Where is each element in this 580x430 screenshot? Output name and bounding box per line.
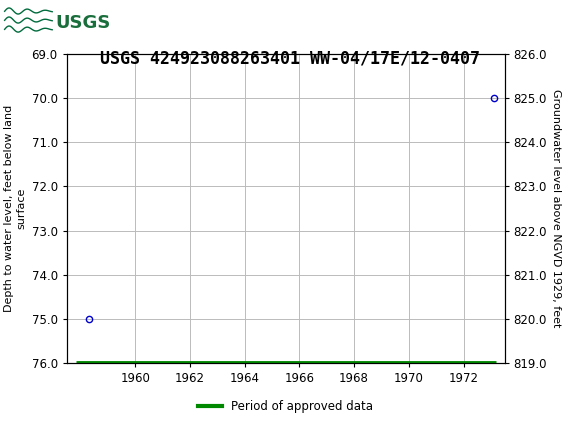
Text: USGS 424923088263401 WW-04/17E/12-0407: USGS 424923088263401 WW-04/17E/12-0407 [100,49,480,68]
Legend: Period of approved data: Period of approved data [193,395,378,418]
Text: USGS: USGS [55,14,110,31]
Y-axis label: Depth to water level, feet below land
surface: Depth to water level, feet below land su… [5,105,26,312]
Bar [3,3,107,42]
Y-axis label: Groundwater level above NGVD 1929, feet: Groundwater level above NGVD 1929, feet [551,89,561,328]
